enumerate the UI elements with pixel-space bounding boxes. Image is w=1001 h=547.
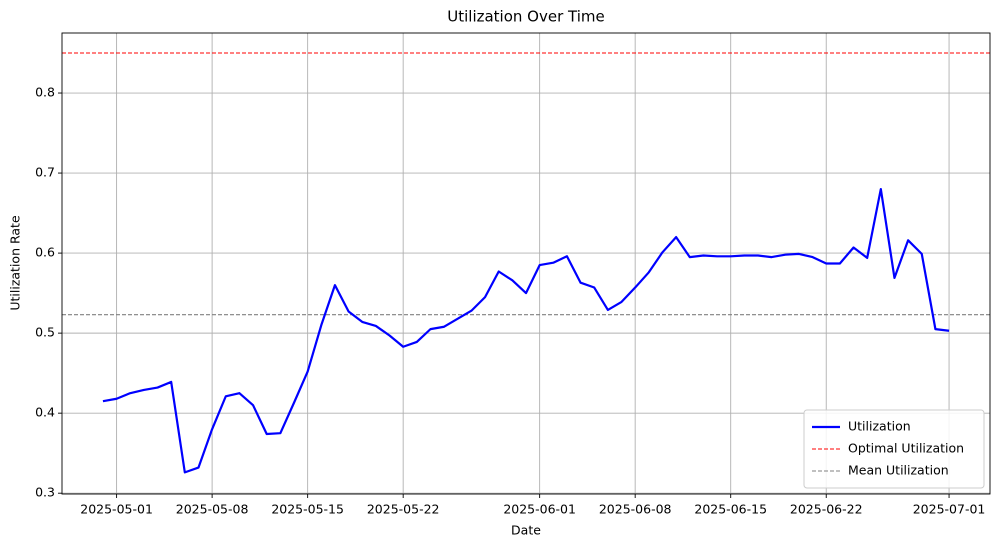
x-tick-label: 2025-05-08: [176, 502, 249, 517]
y-tick-label: 0.7: [35, 165, 55, 180]
x-tick-label: 2025-06-22: [790, 502, 863, 517]
x-tick-label: 2025-06-08: [599, 502, 672, 517]
axes-frame: [61, 32, 991, 495]
y-tick-label: 0.4: [35, 405, 55, 420]
chart-title: Utilization Over Time: [447, 8, 605, 26]
x-tick-label: 2025-06-15: [694, 502, 767, 517]
series-line: [102, 187, 950, 474]
x-tick-label: 2025-07-01: [913, 502, 986, 517]
y-tick-label: 0.3: [35, 485, 55, 500]
y-tick-label: 0.5: [35, 325, 55, 340]
legend-label: Mean Utilization: [848, 463, 949, 478]
legend-box: [803, 409, 985, 489]
y-axis-label: Utilization Rate: [8, 215, 23, 311]
legend-label: Utilization: [848, 419, 911, 434]
x-tick-label: 2025-05-01: [80, 502, 153, 517]
x-axis-label: Date: [511, 523, 541, 538]
x-tick-label: 2025-05-15: [271, 502, 344, 517]
x-tick-label: 2025-05-22: [367, 502, 440, 517]
y-tick-label: 0.6: [35, 245, 55, 260]
legend: Utilization Optimal Utilization Mean Utili…: [803, 409, 985, 489]
x-tick-label: 2025-06-01: [503, 502, 576, 517]
legend-label: Optimal Utilization: [848, 441, 964, 456]
y-tick-label: 0.8: [35, 85, 55, 100]
